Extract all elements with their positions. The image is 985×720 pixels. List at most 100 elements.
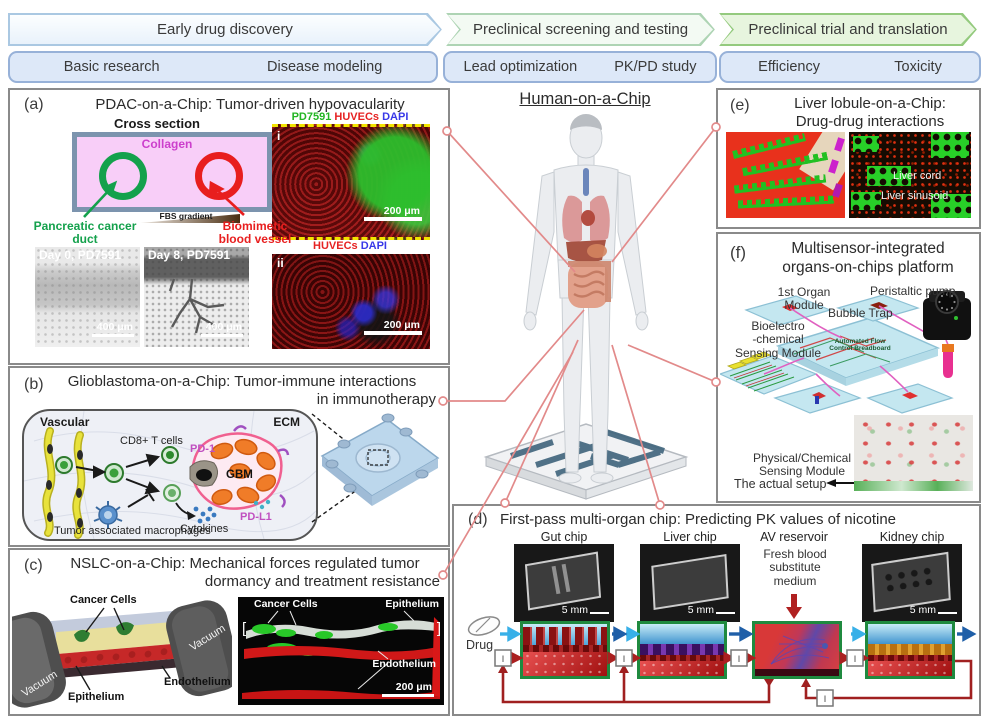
pancreatic-duct-ring — [99, 152, 147, 200]
liver-sinusoid-label: Liver sinusoid — [881, 190, 949, 202]
legend-huvecs: HUVECs — [334, 111, 380, 123]
gbm-schematic: Vascular ECM CD8+ T cells PD-1 GBM PD-L1… — [22, 409, 318, 541]
panel-c-title-2: dormancy and treatment resistance — [204, 573, 440, 590]
legend-dapi: DAPI — [382, 111, 409, 123]
panel-b: (b) Glioblastoma-on-a-Chip: Tumor-immune… — [8, 366, 450, 547]
kidney-chip-photo: 5 mm — [862, 544, 962, 622]
column-av-reservoir: AV reservoir — [760, 530, 828, 544]
substage-pkpd-study: PK/PD study — [614, 59, 697, 75]
bio-line1: Bioelectro — [751, 319, 805, 333]
brightfield-day0: Day 0, PD7591 400 μm — [35, 247, 140, 347]
panel-a: (a) PDAC-on-a-Chip: Tumor-driven hypovac… — [8, 88, 450, 365]
phys-line2: Sensing Module — [758, 464, 846, 479]
reservoir-note-line2: substitute — [769, 560, 821, 575]
kidney-module — [865, 621, 955, 679]
chip-platform — [483, 423, 689, 500]
stage-label-early: Early drug discovery — [157, 21, 293, 38]
cross-section-heading: Cross section — [114, 116, 200, 131]
peristaltic-pump-label: Peristaltic pump — [870, 284, 956, 298]
cytokines-label: Cytokines — [180, 523, 229, 535]
stage-chevron-early: Early drug discovery — [8, 13, 442, 46]
cross-section-schematic: Cross section Collagen FBS gradient Panc… — [32, 116, 292, 247]
day0-label: Day 0, PD7591 — [39, 248, 122, 262]
schematic-arrows — [83, 180, 245, 218]
phys-line1: Physical/Chemical — [752, 451, 852, 465]
gbm-chip-render — [311, 413, 440, 523]
micrograph-pdac-i: i 200 μm — [272, 124, 430, 240]
column-liver-chip: Liver chip — [663, 530, 717, 544]
scalebar-400um-2: 400 μm — [205, 321, 242, 333]
column-kidney-chip: Kidney chip — [879, 530, 945, 544]
liver-lobule-schematic — [726, 132, 845, 218]
panel-e: (e) Liver lobule-on-a-Chip: Drug-drug in… — [716, 88, 981, 229]
nslc-schematic: Cancer Cells Vacuum Vacuum Epithelium En… — [12, 594, 232, 708]
bubble-trap-label: Bubble Trap — [828, 306, 893, 320]
substage-lead-optimization: Lead optimization — [463, 59, 578, 75]
fbs-gradient-wedge — [140, 214, 240, 223]
reservoir-down-arrow-icon — [786, 594, 802, 619]
micrograph-epithelium-label: Epithelium — [385, 598, 439, 610]
valve-3: I — [738, 654, 741, 664]
panel-e-title-2: Drug-drug interactions — [795, 113, 945, 130]
av-reservoir-module — [752, 621, 842, 679]
cd8-tcells-label: CD8+ T cells — [120, 435, 183, 447]
center-title: Human-on-a-Chip — [519, 90, 651, 108]
panel-d: (d) First-pass multi-organ chip: Predict… — [452, 504, 981, 716]
fluorescence-legend-i: PD7591 HUVECs DAPI — [260, 111, 440, 123]
pancreatic-duct-label: Pancreatic cancer duct — [33, 219, 137, 247]
substage-efficiency: Efficiency — [758, 59, 820, 75]
organ1-module-label: 1st Organ Module — [758, 285, 850, 313]
panel-f-title-2: organs-on-chips platform — [782, 259, 954, 276]
substage-toxicity: Toxicity — [894, 59, 942, 75]
panel-b-title-2: in immunotherapy — [316, 391, 436, 408]
valve-5: I — [824, 694, 827, 704]
scalebar-200um-3: 200 μm — [395, 681, 432, 693]
schematic-epithelium-label: Epithelium — [68, 691, 125, 703]
human-body-illustration — [483, 114, 689, 500]
stage-label-preclinical-screening: Preclinical screening and testing — [472, 21, 689, 38]
panel-a-title: PDAC-on-a-Chip: Tumor-driven hypovacular… — [95, 96, 405, 113]
panel-c-title-1: NSLC-on-a-Chip: Mechanical forces regula… — [70, 555, 420, 572]
bio-line3: Sensing Module — [734, 345, 822, 360]
multisensor-platform-diagram — [720, 290, 971, 414]
scalebar-400um: 400 μm — [96, 321, 133, 333]
panel-c-letter: (c) — [24, 557, 43, 574]
substage-box-screening: Lead optimization PK/PD study — [443, 51, 717, 83]
vascular-label: Vascular — [40, 415, 90, 429]
marker-ii: ii — [277, 256, 284, 270]
liver-chip-photo: 5 mm — [640, 544, 740, 622]
actual-setup-label: The actual setup — [734, 477, 827, 491]
schematic-cancer-cells-label: Cancer Cells — [70, 594, 137, 606]
stage-label-preclinical-trial: Preclinical trial and translation — [748, 21, 948, 38]
bioelectrochemical-label: Bioelectro -chemical Sensing Module — [720, 319, 836, 360]
substage-box-trial: Efficiency Toxicity — [719, 51, 981, 83]
liver-cord-label: Liver cord — [893, 170, 942, 182]
physical-chemical-label: Physical/Chemical Sensing Module — [732, 451, 872, 479]
setup-arrow-icon — [826, 479, 856, 487]
stage-chevron-preclinical-trial: Preclinical trial and translation — [719, 13, 977, 46]
panel-f-letter: (f) — [730, 243, 747, 262]
bracket-right: ] — [436, 620, 441, 637]
ecm-label: ECM — [273, 415, 300, 429]
scalebar-5mm-gut: 5 mm — [561, 604, 588, 616]
valve-2: I — [623, 654, 626, 664]
scalebar-200um-2: 200 μm — [383, 319, 420, 331]
substage-disease-modeling: Disease modeling — [267, 59, 383, 75]
liver-module — [637, 621, 727, 679]
reservoir-note: Fresh blood substitute medium — [752, 547, 838, 588]
valve-1: I — [502, 654, 505, 664]
substage-basic-research: Basic research — [63, 59, 160, 75]
gut-module — [520, 621, 610, 679]
scalebar-5mm-liver: 5 mm — [687, 604, 714, 616]
bracket-left: [ — [242, 620, 247, 637]
panel-f-title-1: Multisensor-integrated — [791, 240, 945, 257]
collagen-chamber: Collagen — [72, 132, 272, 212]
micrograph-endothelium-label: Endothelium — [372, 658, 436, 670]
valve-4: I — [854, 654, 857, 664]
scalebar-200um: 200 μm — [383, 205, 420, 217]
drug-pill-icon — [467, 616, 501, 636]
panel-a-letter: (a) — [24, 96, 44, 113]
liver-lobule-micrograph: Liver cord Liver sinusoid — [849, 132, 971, 218]
brightfield-day8: Day 8, PD7591 400 μm — [144, 247, 249, 347]
stage-chevron-preclinical-screening: Preclinical screening and testing — [446, 13, 715, 46]
